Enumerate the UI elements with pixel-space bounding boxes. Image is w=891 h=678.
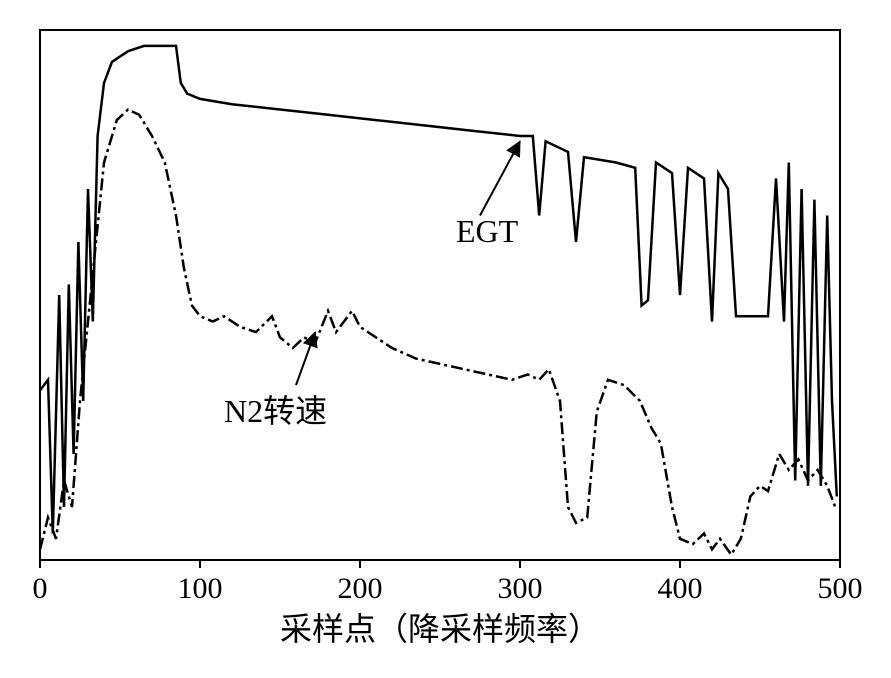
x-tick-label: 400	[658, 572, 703, 605]
egt-label: EGT	[456, 213, 519, 249]
plot-border	[40, 30, 840, 560]
x-axis-label: 采样点（降采样频率）	[280, 611, 600, 647]
x-tick-label: 300	[498, 572, 543, 605]
x-tick-label: 200	[338, 572, 383, 605]
chart-svg: 0 100 200 300 400 500 采样点（降采样频率） EGT N2转速	[0, 0, 891, 678]
series-N2转速	[40, 110, 835, 555]
n2-label: N2转速	[224, 393, 327, 429]
x-tick-label: 0	[33, 572, 48, 605]
n2-label-arrowhead	[304, 332, 317, 348]
x-tick-label: 100	[178, 572, 223, 605]
x-tick-label: 500	[818, 572, 863, 605]
series-EGT	[40, 46, 837, 534]
chart-container: 0 100 200 300 400 500 采样点（降采样频率） EGT N2转速	[0, 0, 891, 678]
